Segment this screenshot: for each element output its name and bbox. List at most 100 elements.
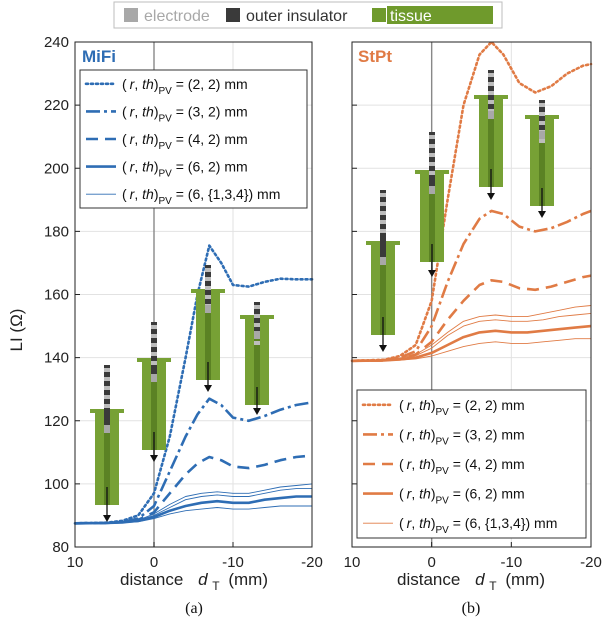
panel-b-legend-label-3: (r, th)PV = (6, 2) mm [399,486,525,507]
panel-b-xtick-label-3: -20 [580,554,602,571]
tissue-channel [429,172,435,262]
electrode-band [205,295,211,299]
panel-a-electrode-1 [137,322,171,462]
panel-b-electrode-2 [474,70,508,200]
electrode-band [104,395,110,399]
panel-b-legend-label-4-part-3: th [419,515,431,531]
electrode-band [104,386,110,390]
panel-b-legend-label-3-part-0: ( [399,486,404,502]
panel-b-legend-label-2-part-4: ) [431,456,436,472]
panel-a-legend-label-4-part-1: r [130,186,136,202]
electrode-label: electrode [144,8,210,25]
panel-a-ytick-label-5: 180 [44,223,69,240]
electrode-band [151,325,157,329]
panel-b-series-1 [351,209,592,363]
electrode-band [104,404,110,408]
panel-b-legend-label-0-part-3: th [419,397,431,413]
direction-arrow-head [487,193,495,200]
panel-a-legend-label-3-part-5: PV [158,169,172,180]
electrode-band [380,229,386,233]
electrode-band [205,277,211,281]
panel-a-legend-label-4-part-2: , [134,186,142,202]
panel-a-xtick-label-0: 10 [67,554,84,571]
y-axis-label: LI (Ω) [7,309,26,352]
panel-a-legend-label-4-part-4: ) [154,186,159,202]
panel-b-xlabel-prefix: distance [397,570,460,589]
panel-a-series-1 [74,397,313,525]
outer-insulator-label: outer insulator [246,8,348,25]
panel-b-legend-label-3-part-1: r [407,486,413,502]
electrode-band [151,352,157,356]
panel-b-legend-label-1-part-4: ) [431,426,436,442]
panel-a-series [73,244,314,525]
direction-arrow-head [253,408,261,415]
panel-a-ytick-label-6: 200 [44,160,69,177]
panel-b-legend-label-0-part-2: , [411,397,419,413]
panel-a-legend-label-2-part-5: PV [158,141,172,152]
electrode-band [104,368,110,372]
panel-b-legend-label-1-part-1: r [407,426,413,442]
panel-a-legend-label-2-part-6: = (4, 2) mm [172,131,248,147]
panel-a-legend-label-1: (r, th)PV = (3, 2) mm [122,103,248,124]
panel-b-ticks: 10 0 -10 -20 [344,41,602,571]
panel-a-legend-label-0-part-6: = (2, 2) mm [172,76,248,92]
panel-a-legend-label-1-part-2: , [134,103,142,119]
electrode-swatch [124,8,138,22]
direction-arrow-head [538,211,546,218]
panel-a-legend-label-0-part-3: th [142,76,154,92]
electrode-band [488,73,494,77]
electrode-tip [254,331,260,339]
panel-a-legend-label-4-part-3: th [142,186,154,202]
tissue-channel [254,317,260,405]
panel-b-legend-label-2-part-6: = (4, 2) mm [449,456,525,472]
panel-b-legend-label-3-part-4: ) [431,486,436,502]
panel-a-series-2 [74,454,313,525]
panel-a-xlabel: distance d T (mm) [120,570,268,594]
panel-b-legend-label-1-part-3: th [419,426,431,442]
panel-a-legend-box [79,69,308,209]
tissue-channel [104,411,110,505]
panel-a-legend-label-1-part-5: PV [158,113,172,124]
panel-b-legend-label-3-part-6: = (6, 2) mm [449,486,525,502]
panel-b-legend-box [356,389,587,539]
panel-a-legend-label-0-part-2: , [134,76,142,92]
outer-insulator-swatch [226,8,240,22]
panel-a-ytick-label-7: 220 [44,97,69,114]
direction-arrow-head [379,345,387,352]
electrode-band [254,314,260,318]
panel-b-legend-label-2-part-5: PV [435,466,449,477]
tissue-channel [151,360,157,450]
panel-b-series-4 [351,305,592,362]
electrode-band [429,135,435,139]
panel-b-legend-label-2-part-0: ( [399,456,404,472]
electrode-band [488,82,494,86]
electrode-band [429,171,435,175]
electrode-tip [429,186,435,194]
panel-b-xtick-label-2: -10 [500,554,522,571]
panel-b-series-6 [352,338,591,362]
panel-b-legend-label-4: (r, th)PV = (6, {1,3,4}) mm [399,515,557,536]
panel-b-xlabel: distance d T (mm) [397,570,545,594]
tissue-channel [488,97,494,187]
panel-a-legend-label-1-part-4: ) [154,103,159,119]
panel-a-legend-label-4-part-6: = (6, {1,3,4}) mm [172,186,281,202]
panel-b-legend-label-2: (r, th)PV = (4, 2) mm [399,456,525,477]
top-legend: electrode outer insulator tissue [113,1,503,29]
panel-a-series-6 [75,505,312,524]
panel-a-border [74,41,313,548]
panel-a-ytick-label-4: 160 [44,287,69,304]
panel-b-legend-label-3-part-3: th [419,486,431,502]
electrode-band [151,334,157,338]
panel-b-legend-label-3-part-5: PV [435,496,449,507]
panel-a-xtick-label-1: 0 [150,554,158,571]
panel-b: 10 0 -10 -20 StPt (r, th)PV = (2, 2) mm(r, … [344,40,602,617]
panel-a-xlabel-unit: (mm) [228,570,268,589]
panel-b-xtick-label-0: 10 [344,554,361,571]
tissue-channel [205,291,211,380]
panel-b-legend-label-0: (r, th)PV = (2, 2) mm [399,397,525,418]
panel-a-title: MiFi [82,47,116,66]
panel-a-ytick-label-1: 100 [44,476,69,493]
panel-a-electrode-2 [191,265,225,392]
panel-a-legend-label-2-part-0: ( [122,131,127,147]
